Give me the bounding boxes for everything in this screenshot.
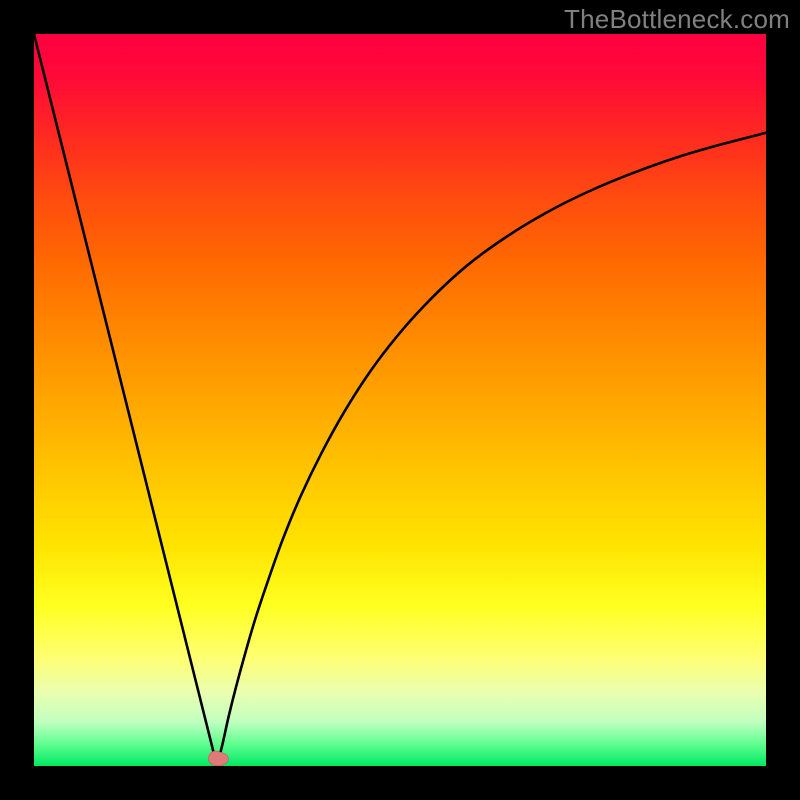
chart-background (34, 34, 766, 766)
outer-frame: TheBottleneck.com (0, 0, 800, 800)
watermark-text: TheBottleneck.com (564, 4, 790, 35)
plot-area (34, 34, 766, 766)
bottleneck-chart-svg (34, 34, 766, 766)
